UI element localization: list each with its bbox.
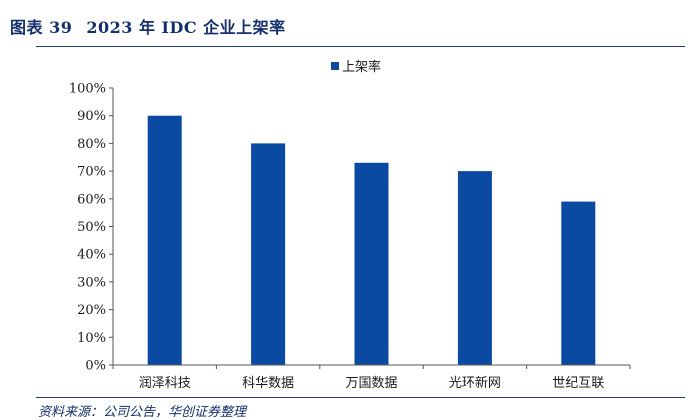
bar [147, 115, 182, 365]
figure-title-text: 2023 年 IDC 企业上架率 [86, 18, 286, 37]
x-tick-label: 万国数据 [345, 376, 397, 391]
y-tick-label: 0% [85, 359, 106, 374]
bar [561, 201, 596, 365]
bar [354, 162, 389, 365]
y-tick-label: 40% [77, 248, 106, 263]
x-tick-label: 世纪互联 [552, 376, 604, 391]
x-tick-label: 光环新网 [449, 375, 501, 391]
y-tick-label: 90% [77, 109, 106, 124]
bar [251, 143, 286, 365]
y-tick-label: 10% [77, 331, 106, 346]
bar [457, 171, 492, 365]
legend-swatch [331, 62, 339, 70]
y-tick-label: 80% [77, 137, 106, 152]
x-tick-label: 科华数据 [242, 376, 294, 391]
bars [147, 115, 596, 365]
source-note: 资料来源：公司公告，华创证券整理 [38, 405, 247, 420]
y-tick-label: 50% [77, 220, 106, 235]
source-rule [36, 397, 685, 398]
figure-title: 图表 39 2023 年 IDC 企业上架率 [10, 14, 300, 38]
title-rule [36, 46, 685, 47]
figure-label: 图表 39 [10, 18, 73, 37]
x-axis: 润泽科技 科华数据 万国数据 光环新网 世纪互联 [112, 364, 631, 391]
y-axis: 0% 10% 20% 30% 40% 50% 60% 70% 80% 90% 100% [69, 82, 114, 374]
y-tick-label: 30% [77, 275, 106, 290]
legend-label: 上架率 [342, 59, 381, 75]
x-tick-label: 润泽科技 [139, 376, 191, 391]
y-tick-label: 60% [77, 192, 106, 207]
chart-legend: 上架率 [331, 59, 381, 75]
y-tick-label: 20% [77, 303, 106, 318]
y-tick-label: 70% [77, 165, 106, 180]
y-tick-label: 100% [69, 82, 106, 97]
